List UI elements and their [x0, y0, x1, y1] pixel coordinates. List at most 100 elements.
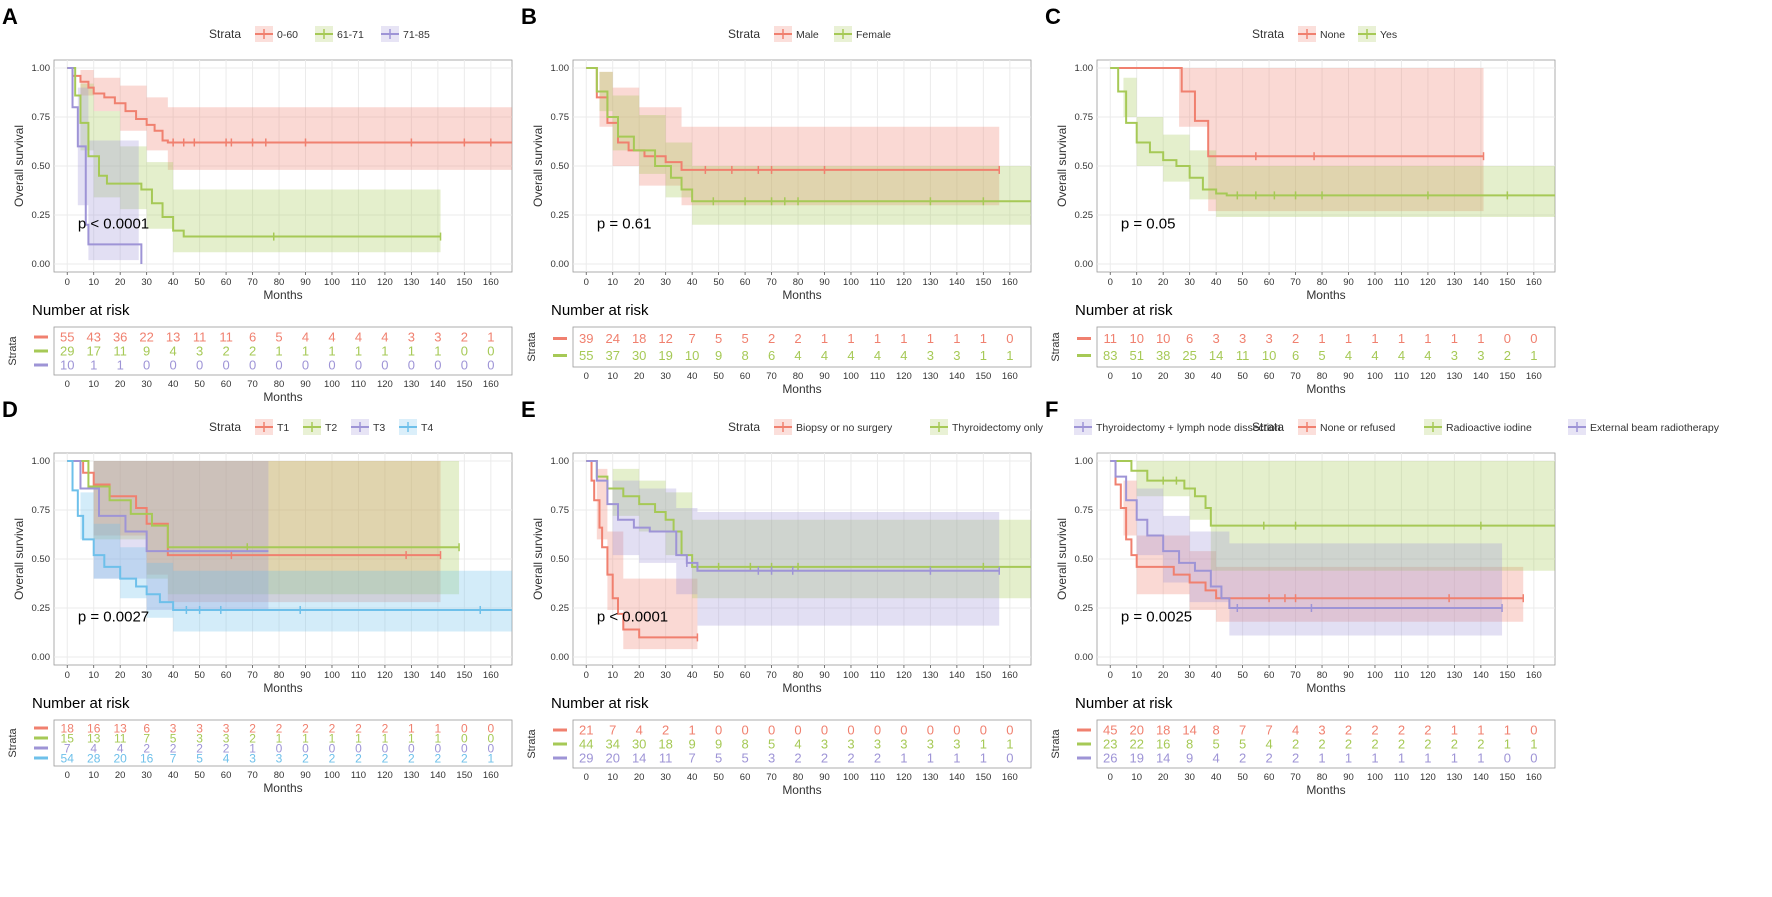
risk-count: 5: [1213, 737, 1220, 752]
survival-curve: [67, 460, 441, 557]
legend-item: 61-71: [315, 26, 364, 42]
p-value: p = 0.05: [1121, 216, 1176, 233]
risk-tick-label: 80: [274, 770, 285, 781]
risk-count: 1: [435, 721, 442, 735]
tick-label-y: 0.75: [1075, 112, 1094, 123]
tick-label-x: 110: [870, 670, 885, 681]
risk-count: 4: [328, 330, 335, 345]
risk-count: 30: [632, 348, 646, 363]
risk-tick-label: 80: [274, 379, 285, 390]
risk-count: 2: [302, 751, 309, 765]
tick-label-x: 120: [1420, 277, 1436, 288]
risk-table-title: Number at risk: [551, 302, 649, 319]
risk-count: 0: [249, 358, 256, 373]
tick-label-y: 0.25: [551, 603, 570, 614]
risk-count: 11: [1103, 331, 1117, 346]
risk-count: 0: [329, 741, 336, 755]
risk-count: 1: [1530, 348, 1537, 363]
tick-label-x: 30: [660, 277, 671, 288]
risk-count: 2: [794, 751, 801, 766]
risk-count: 1: [275, 344, 282, 359]
risk-count: 10: [1156, 331, 1170, 346]
risk-tick-label: 110: [351, 770, 366, 781]
risk-count: 1: [1006, 737, 1013, 752]
ci-band: [67, 461, 441, 603]
risk-tick-label: 140: [430, 379, 446, 390]
tick-label-x: 150: [975, 277, 991, 288]
risk-count: 2: [1265, 751, 1272, 766]
legend-label: Yes: [1380, 29, 1397, 41]
survival-curve: [67, 460, 269, 553]
risk-tick-label: 20: [1158, 772, 1169, 783]
risk-tick-label: 80: [1317, 371, 1328, 382]
tick-label-x: 50: [194, 277, 205, 288]
legend-title: Strata: [1252, 27, 1284, 41]
risk-tick-label: 110: [1394, 371, 1409, 382]
tick-label-y: 0.75: [551, 112, 570, 123]
tick-label-x: 150: [975, 670, 991, 681]
risk-tick-label: 140: [430, 770, 446, 781]
legend-title: Strata: [209, 420, 241, 434]
tick-label-x: 0: [65, 277, 70, 288]
risk-tick-label: 30: [1184, 772, 1195, 783]
risk-tick-label: 140: [1473, 371, 1489, 382]
risk-count: 2: [382, 751, 389, 765]
risk-tick-label: 90: [1343, 772, 1354, 783]
risk-count: 1: [1477, 723, 1484, 738]
risk-count: 4: [1213, 751, 1220, 766]
risk-count: 11: [113, 344, 127, 359]
risk-count: 8: [1213, 723, 1220, 738]
legend-label: None: [1320, 29, 1345, 41]
tick-label-x: 20: [1158, 277, 1169, 288]
risk-tick-label: 40: [687, 371, 698, 382]
risk-count: 14: [1156, 751, 1170, 766]
risk-tick-label: 0: [65, 770, 70, 781]
tick-label-x: 130: [1446, 277, 1462, 288]
risk-tick-label: 70: [766, 371, 777, 382]
legend-title: Strata: [1252, 420, 1284, 434]
risk-count: 2: [329, 751, 336, 765]
risk-tick-label: 0: [65, 379, 70, 390]
risk-count: 2: [461, 751, 468, 765]
risk-count: 2: [461, 330, 468, 345]
risk-count: 1: [487, 751, 494, 765]
legend-item: External beam radiotherapy: [1568, 419, 1720, 435]
risk-tick-label: 50: [194, 770, 205, 781]
risk-count: 2: [382, 721, 389, 735]
tick-label-x: 20: [115, 277, 126, 288]
tick-label-y: 0.00: [551, 259, 570, 270]
risk-count: 3: [768, 751, 775, 766]
risk-count: 3: [223, 721, 230, 735]
risk-count: 2: [249, 721, 256, 735]
tick-label-y: 0.50: [32, 554, 51, 565]
tick-label-x: 0: [1108, 670, 1113, 681]
risk-count: 1: [1318, 331, 1325, 346]
risk-count: 28: [87, 751, 101, 765]
ci-band: [67, 68, 512, 170]
legend-label: Male: [796, 29, 819, 41]
survival-curve: [67, 460, 460, 549]
risk-count: 0: [487, 344, 494, 359]
tick-label-x: 10: [607, 670, 618, 681]
risk-count: 1: [1451, 751, 1458, 766]
risk-x-axis-label: Months: [1306, 382, 1345, 396]
risk-count: 2: [196, 741, 203, 755]
risk-tick-label: 130: [922, 772, 938, 783]
risk-count: 1: [1318, 751, 1325, 766]
risk-count: 2: [1477, 737, 1484, 752]
risk-count: 2: [1345, 737, 1352, 752]
panel-label: E: [521, 397, 536, 422]
tick-label-x: 160: [1002, 670, 1018, 681]
risk-count: 2: [302, 721, 309, 735]
tick-label-y: 0.00: [1075, 259, 1094, 270]
risk-count: 1: [927, 331, 934, 346]
risk-count: 0: [408, 741, 415, 755]
survival-curve: [586, 67, 1031, 203]
legend-label: 0-60: [277, 29, 298, 41]
risk-count: 4: [381, 330, 388, 345]
tick-label-x: 10: [1131, 670, 1142, 681]
risk-count: 4: [847, 348, 854, 363]
risk-count: 7: [170, 751, 177, 765]
risk-count: 0: [328, 358, 335, 373]
risk-count: 2: [170, 741, 177, 755]
